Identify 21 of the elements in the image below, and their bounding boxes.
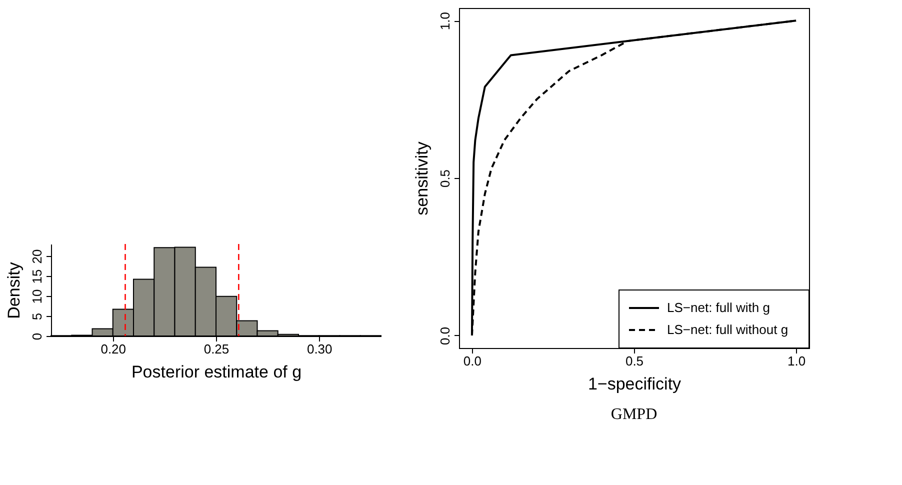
x-tick-label: 0.0 (463, 354, 482, 368)
x-axis-title: Posterior estimate of g (131, 362, 302, 382)
y-tick-label: 20 (30, 249, 44, 264)
y-tick-label: 0.5 (438, 169, 452, 188)
x-axis-title: 1−specificity (588, 374, 682, 394)
x-tick-label: 0.30 (306, 342, 332, 356)
legend-label: LS−net: full with g (667, 300, 770, 315)
x-tick-label: 0.25 (204, 342, 230, 356)
y-axis-title: sensitivity (412, 141, 432, 216)
x-tick-label: 1.0 (788, 354, 806, 368)
x-tick-label: 0.5 (625, 354, 644, 368)
y-tick-label: 0 (30, 332, 44, 340)
y-tick-label: 5 (30, 312, 44, 320)
legend-label: LS−net: full without g (667, 322, 788, 337)
y-tick-label: 0.0 (438, 326, 452, 345)
y-axis-title: Density (4, 262, 24, 319)
y-tick-label: 10 (30, 289, 44, 304)
y-tick-label: 1.0 (438, 12, 452, 30)
x-tick-label: 0.20 (100, 342, 126, 356)
y-tick-label: 15 (30, 269, 44, 284)
text: GMPD (610, 406, 658, 423)
